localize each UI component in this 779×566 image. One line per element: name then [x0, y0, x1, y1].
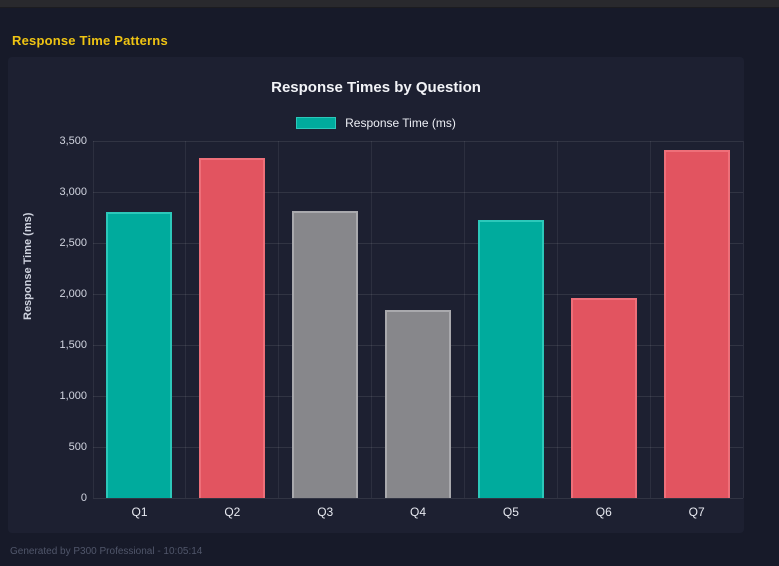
x-tick-label: Q6 [595, 505, 612, 519]
y-tick-label: 0 [80, 492, 87, 504]
bar-q1[interactable] [106, 212, 173, 498]
bar-q7[interactable] [663, 150, 730, 498]
footer-text: Generated by P300 Professional - 10:05:1… [10, 546, 203, 557]
plot-area [92, 140, 744, 499]
chart-title: Response Times by Question [271, 79, 481, 96]
bar-q2[interactable] [199, 158, 266, 498]
y-tick-label: 3,500 [59, 135, 87, 147]
y-tick-label: 1,000 [59, 390, 87, 402]
y-tick-label: 500 [68, 441, 87, 453]
gridline-horizontal [93, 140, 743, 142]
x-tick-label: Q4 [410, 505, 427, 519]
bar-q4[interactable] [385, 310, 451, 498]
gridline-vertical [278, 141, 280, 498]
window-top-bar [0, 0, 779, 8]
gridline-vertical [371, 141, 373, 498]
bar-q3[interactable] [292, 211, 359, 498]
legend-label: Response Time (ms) [345, 116, 456, 130]
chart-legend-item[interactable]: Response Time (ms) [8, 114, 744, 132]
gridline-vertical [649, 141, 651, 498]
y-tick-label: 2,000 [59, 288, 87, 300]
y-tick-label: 1,500 [59, 339, 87, 351]
y-axis-title: Response Time (ms) [22, 212, 34, 320]
gridline-horizontal [93, 497, 743, 499]
gridline-vertical [92, 141, 94, 498]
gridline-vertical [742, 141, 744, 498]
gridline-horizontal [93, 242, 743, 244]
x-tick-label: Q7 [688, 505, 705, 519]
x-tick-label: Q3 [317, 505, 334, 519]
bar-q5[interactable] [477, 220, 544, 498]
x-tick-label: Q2 [224, 505, 241, 519]
y-tick-label: 2,500 [59, 237, 87, 249]
gridline-horizontal [93, 191, 743, 193]
gridline-vertical [463, 141, 465, 498]
y-tick-label: 3,000 [59, 186, 87, 198]
bar-q6[interactable] [570, 298, 637, 498]
report-title: Response Time Patterns [12, 33, 168, 48]
gridline-horizontal [93, 293, 743, 295]
legend-swatch [296, 117, 337, 129]
x-tick-label: Q5 [502, 505, 519, 519]
x-tick-label: Q1 [131, 505, 148, 519]
gridline-vertical [185, 141, 187, 498]
gridline-vertical [556, 141, 558, 498]
chart-panel: Response Times by Question Response Time… [8, 57, 744, 533]
